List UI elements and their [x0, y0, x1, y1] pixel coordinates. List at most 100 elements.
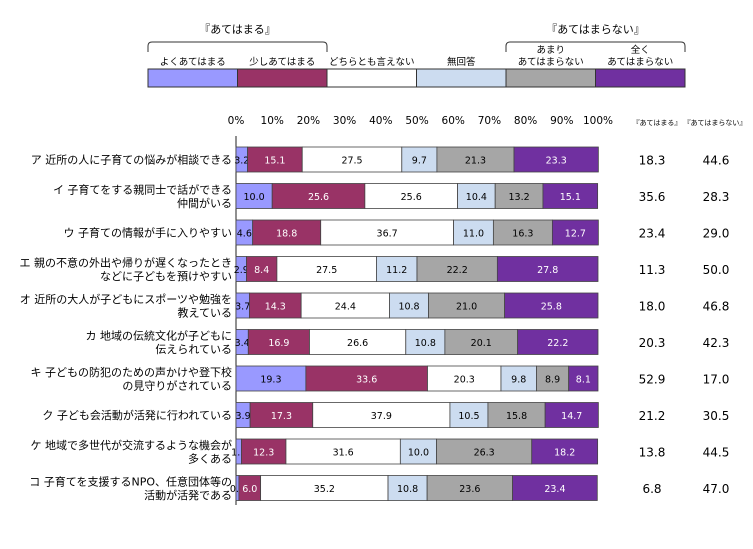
category-label: 伝えられている — [155, 343, 232, 356]
legend-label: 無回答 — [447, 56, 476, 68]
not-applies-group-label: 『あてはまらない』 — [546, 23, 645, 36]
bar-data-label: 23.3 — [546, 156, 567, 167]
bar-data-label: 15.1 — [560, 192, 581, 203]
bar-segment — [544, 402, 599, 428]
applies-total: 21.2 — [639, 409, 666, 423]
bar-data-label: 10.8 — [397, 484, 418, 495]
not-applies-total: 44.6 — [703, 154, 730, 168]
not-applies-total: 44.5 — [703, 446, 730, 460]
bar-data-label: 10.0 — [408, 448, 429, 459]
category-label: ク 子ども会活動が活発に行われている — [42, 408, 232, 422]
bar-segment — [426, 475, 513, 501]
bar-segment — [457, 183, 496, 209]
bar-data-label: 12.7 — [565, 229, 586, 240]
bar-data-label: 16.9 — [268, 338, 289, 349]
bar-segment — [551, 219, 599, 246]
summary-columns: 『あてはまる』 『あてはまらない』 18.3 44.6 35.6 28.3 23.4 29.0… — [633, 119, 747, 496]
category-label: エ 親の不意の外出や帰りが遅くなったとき — [20, 255, 233, 269]
bar-data-label: 37.9 — [371, 411, 392, 422]
legend-swatch — [416, 68, 507, 88]
bar-data-label: 8.1 — [576, 375, 591, 386]
bar-data-label: 20.1 — [471, 338, 492, 349]
bar-data-label: 6.0 — [242, 484, 257, 495]
bar-data-label: 1.5 — [231, 448, 246, 459]
bar-data-label: 24.4 — [335, 302, 356, 313]
bar-segment — [252, 219, 322, 246]
applies-total: 13.8 — [639, 446, 666, 460]
legend: よくあてはまる 少しあてはまる どちらとも言えない 無回答あまりあてはまらない全くあて… — [147, 23, 686, 88]
bar-segment — [247, 329, 310, 355]
bar-data-label: 4.6 — [237, 229, 252, 240]
bar-data-label: 8.9 — [545, 375, 560, 386]
not-applies-total: 42.3 — [703, 336, 730, 350]
bar-data-label: 10.8 — [398, 302, 419, 313]
bar-segment — [285, 438, 401, 465]
category-label: 教えている — [178, 306, 232, 319]
bar-segment — [568, 365, 599, 392]
bar-segment — [401, 146, 438, 173]
legend-label: よくあてはまる — [160, 57, 226, 68]
bar-data-label: 9.8 — [511, 375, 526, 386]
x-tick-label: 50% — [405, 115, 428, 127]
applies-brace — [147, 41, 328, 52]
bar-data-label: 13.2 — [509, 192, 530, 203]
x-tick-label: 80% — [514, 115, 537, 127]
bar-data-label: 25.6 — [308, 192, 329, 203]
bar-data-label: 2.9 — [234, 265, 249, 276]
bar-data-label: 15.8 — [506, 411, 527, 422]
legend-swatch — [595, 68, 686, 88]
bar-data-label: 10.4 — [466, 192, 487, 203]
bar-segment — [542, 183, 599, 209]
bar-data-label: 14.7 — [561, 411, 582, 422]
bar-segment — [235, 183, 273, 209]
legend-label: あまり — [536, 45, 565, 56]
x-tick-label: 20% — [297, 115, 320, 127]
legend-swatch — [147, 68, 238, 88]
category-label: の見守りがされている — [122, 378, 232, 392]
x-tick-label: 0% — [228, 115, 245, 127]
bar-data-label: 10.0 — [244, 192, 265, 203]
bar-data-label: 33.6 — [356, 375, 377, 386]
bar-segment — [494, 183, 544, 209]
bar-data-label: 12.3 — [253, 448, 274, 459]
bar-segment — [312, 402, 451, 428]
bar-data-label: 11.0 — [463, 229, 484, 240]
bar-segment — [364, 183, 458, 209]
not-applies-total: 46.8 — [703, 300, 730, 314]
bar-data-label: 27.8 — [537, 265, 558, 276]
bar-data-label: 27.5 — [341, 156, 362, 167]
x-tick-label: 40% — [369, 115, 392, 127]
legend-label: あてはまらない — [518, 57, 584, 68]
bar-data-label: 18.2 — [554, 448, 575, 459]
category-label: カ 地域の伝統文化が子どもに — [86, 328, 233, 342]
bar-data-label: 15.1 — [264, 156, 285, 167]
x-tick-label: 30% — [333, 115, 356, 127]
category-label: ウ 子育ての情報が手に入りやすい — [64, 226, 233, 240]
x-tick-label: 100% — [583, 115, 613, 127]
bar-segment — [504, 292, 599, 319]
legend-swatch — [505, 68, 596, 88]
applies-total: 35.6 — [639, 190, 666, 204]
category-label: オ 近所の大人が子どもにスポーツや勉強を — [20, 292, 232, 306]
applies-total: 11.3 — [639, 263, 666, 277]
bar-segment — [428, 292, 506, 319]
bar-data-label: 25.8 — [541, 302, 562, 313]
applies-total: 6.8 — [642, 482, 661, 496]
not-applies-total: 47.0 — [703, 482, 730, 496]
bar-data-label: 3.4 — [235, 338, 250, 349]
bar-segment — [241, 438, 287, 465]
bar-data-label: 26.3 — [474, 448, 495, 459]
category-label: キ 子どもの防犯のための声かけや登下校 — [31, 365, 233, 379]
bar-segment — [444, 329, 519, 355]
bar-segment — [249, 402, 314, 428]
bars: 3.2 15.1 27.5 9.7 21.3 23.3 10.0 25.6 25.6 10.4 13… — [230, 146, 599, 501]
bar-data-label: 22.2 — [447, 265, 468, 276]
legend-label: 全く — [631, 44, 650, 56]
bar-data-label: 23.6 — [459, 484, 480, 495]
bar-data-label: 26.6 — [347, 338, 368, 349]
summary-header-not-applies: 『あてはまらない』 — [684, 119, 747, 127]
x-tick-label: 10% — [261, 115, 284, 127]
bar-segment — [389, 292, 429, 319]
bar-data-label: 14.3 — [265, 302, 286, 313]
bar-data-label: 23.4 — [544, 484, 565, 495]
